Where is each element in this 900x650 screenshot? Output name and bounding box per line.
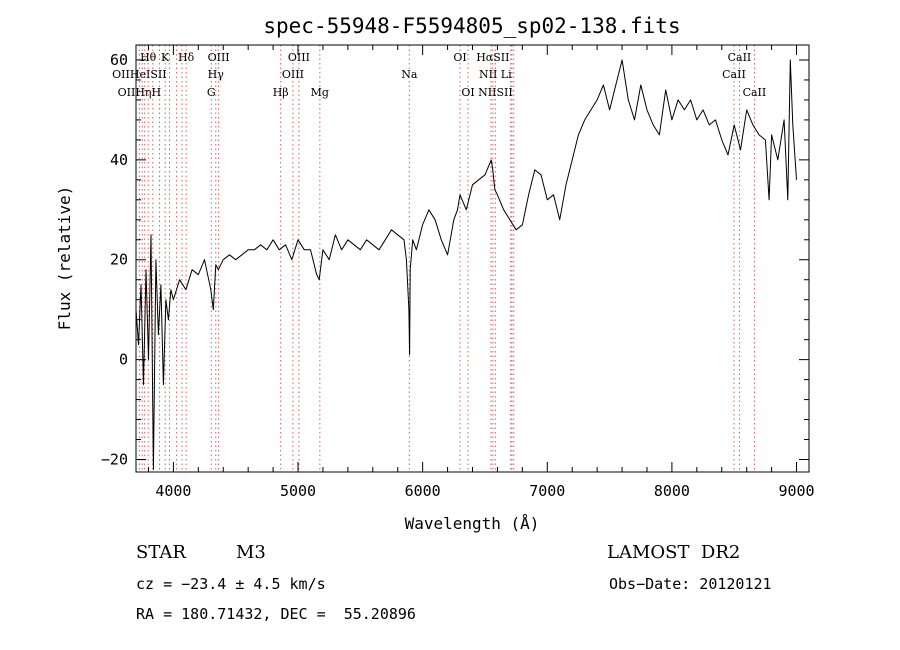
object-class: STAR: [136, 542, 186, 563]
line-label: Mg: [311, 86, 329, 99]
redshift-velocity: cz = −23.4 ± 4.5 km/s: [136, 575, 326, 593]
line-label: K: [161, 51, 170, 64]
line-label: HαSII: [476, 51, 509, 64]
survey-label: LAMOST DR2: [607, 542, 740, 563]
line-markers: [138, 45, 755, 472]
line-label: OIIHeISII: [112, 68, 166, 81]
line-label: Hδ: [178, 51, 195, 64]
line-label: Hγ: [208, 68, 225, 81]
y-tick-label: 40: [110, 151, 128, 169]
line-label: Hβ: [273, 86, 289, 99]
line-label: NIISII: [478, 86, 513, 99]
x-tick-label: 9000: [778, 482, 814, 500]
y-tick-label: 20: [110, 251, 128, 269]
x-axis-label: Wavelength (Å): [405, 514, 540, 533]
x-tick-label: 4000: [155, 482, 191, 500]
object-subclass: M3: [236, 542, 266, 563]
line-label: CaII: [728, 51, 752, 64]
x-tick-label: 8000: [654, 482, 690, 500]
line-label: G: [207, 86, 216, 99]
line-label: CaII: [722, 68, 746, 81]
line-label: NII Li: [479, 68, 512, 81]
line-label: OIIHηH: [118, 86, 161, 99]
x-tick-label: 5000: [280, 482, 316, 500]
x-axis: 4000 5000 6000 7000 8000 9000: [147, 45, 815, 500]
chart-title: spec-55948-F5594805_sp02-138.fits: [263, 14, 680, 38]
y-axis: −20 0 20 40 60: [101, 51, 809, 469]
line-label: OI: [453, 51, 466, 64]
y-tick-label: 0: [119, 351, 128, 369]
line-label: OIII: [282, 68, 304, 81]
y-axis-label: Flux (relative): [55, 186, 74, 331]
x-tick-label: 7000: [529, 482, 565, 500]
coordinates: RA = 180.71432, DEC = 55.20896: [136, 605, 416, 623]
line-label: Na: [401, 68, 418, 81]
line-label: Hθ: [140, 51, 157, 64]
y-tick-label: −20: [101, 451, 128, 469]
line-label: OI: [461, 86, 474, 99]
spectrum-line: [135, 59, 797, 470]
y-tick-label: 60: [110, 51, 128, 69]
spectrum-series: [135, 59, 797, 470]
line-labels: Hθ K Hδ OIII OIII OI HαSII CaII OIIHeISII Hγ OIII N…: [112, 51, 766, 99]
x-tick-label: 6000: [405, 482, 441, 500]
line-label: CaII: [743, 86, 767, 99]
line-label: OIII: [208, 51, 230, 64]
line-label: OIII: [288, 51, 310, 64]
observation-date: Obs−Date: 20120121: [609, 575, 772, 593]
